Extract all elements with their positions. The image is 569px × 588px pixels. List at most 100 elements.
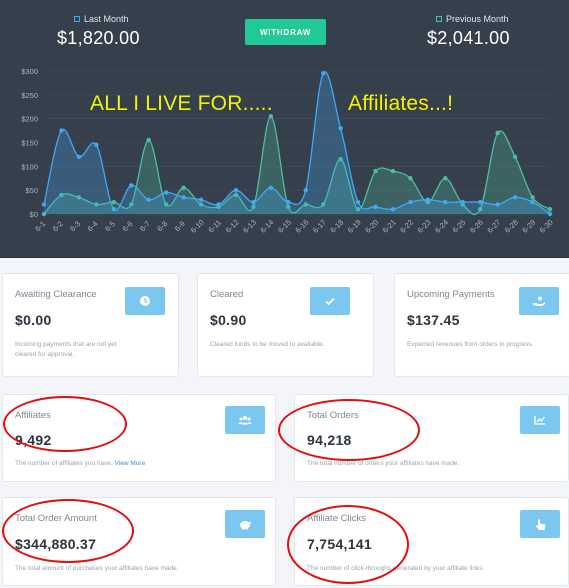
x-tick-label: 6-24	[433, 218, 450, 235]
x-tick-label: 6-17	[311, 218, 328, 235]
card-description: Cleared funds to be moved to available.	[210, 341, 325, 348]
data-point	[41, 211, 47, 217]
card-value: $0.00	[15, 312, 52, 328]
check-icon	[325, 297, 335, 306]
affiliate-clicks-card: Affiliate Clicks 7,754,141 The number of…	[294, 497, 569, 586]
data-point	[268, 185, 274, 190]
card-description: The total amount of purchases your affil…	[15, 565, 179, 572]
data-point	[512, 195, 518, 200]
piggy-bank-icon	[239, 520, 251, 530]
card-description: The number of click-throughs generated b…	[307, 565, 485, 572]
data-point	[478, 207, 483, 212]
x-tick-label: 6-9	[173, 219, 187, 233]
cleared-card: Cleared $0.90 Cleared funds to be moved …	[197, 273, 374, 377]
series-area	[44, 71, 550, 214]
card-description: The total number of orders your affiliat…	[307, 460, 460, 467]
total-order-amount-card: Total Order Amount $344,880.37 The total…	[2, 497, 276, 586]
x-tick-label: 6-8	[155, 219, 169, 233]
view-more-link[interactable]: View More	[114, 460, 146, 467]
data-point	[303, 187, 308, 193]
clock-icon	[140, 296, 150, 306]
card-value: $137.45	[407, 312, 460, 328]
x-tick-label: 6-3	[68, 219, 82, 233]
data-point	[460, 199, 465, 205]
card-label: Affiliates	[15, 410, 51, 421]
pointer-icon-button[interactable]	[520, 510, 560, 538]
data-point	[181, 195, 186, 200]
card-label: Upcoming Payments	[407, 289, 495, 300]
data-point	[320, 71, 326, 76]
data-point	[163, 202, 169, 207]
data-point	[129, 202, 134, 207]
previous-month-label: Previous Month	[446, 14, 509, 24]
awaiting-clearance-card: Awaiting Clearance $0.00 Incoming paymen…	[2, 273, 179, 377]
users-icon	[238, 416, 252, 425]
hand-coin-icon	[533, 296, 545, 306]
data-point	[547, 211, 553, 217]
data-point	[425, 197, 431, 202]
x-tick-label: 6-27	[485, 218, 502, 235]
x-tick-label: 6-22	[398, 218, 415, 235]
last-month-label: Last Month	[84, 14, 129, 24]
data-point	[408, 199, 413, 205]
x-tick-label: 6-1	[33, 219, 47, 233]
x-tick-label: 6-28	[503, 218, 520, 235]
x-tick-label: 6-29	[520, 218, 537, 235]
y-tick-label: $100	[21, 162, 38, 171]
x-tick-label: 6-14	[259, 218, 276, 235]
data-point	[495, 130, 500, 136]
users-icon-button[interactable]	[225, 406, 265, 434]
x-tick-label: 6-10	[189, 218, 206, 235]
card-description: The number of affiliates you have. View …	[15, 459, 255, 469]
chart-icon-button[interactable]	[520, 406, 560, 434]
x-tick-label: 6-2	[51, 219, 65, 233]
legend-previous-month: Previous Month	[436, 14, 509, 24]
data-point	[303, 202, 308, 207]
data-point	[443, 199, 448, 205]
x-tick-label: 6-18	[328, 218, 345, 235]
hand-coin-icon-button[interactable]	[519, 287, 559, 315]
data-point	[111, 199, 116, 205]
series-area	[44, 116, 550, 215]
legend-square-icon	[436, 16, 442, 22]
data-point	[76, 195, 82, 200]
x-tick-label: 6-16	[293, 218, 310, 235]
data-point	[251, 199, 256, 205]
chart-icon	[534, 416, 546, 425]
data-point	[390, 207, 396, 212]
data-point	[286, 199, 291, 205]
data-point	[530, 199, 535, 205]
earnings-panel: Last Month $1,820.00 WITHDRAW Previous M…	[0, 0, 569, 258]
data-point	[111, 207, 116, 212]
x-tick-label: 6-12	[224, 218, 241, 235]
data-point	[530, 195, 535, 200]
card-label: Total Order Amount	[15, 513, 97, 524]
card-description: Incoming payments that are not yet clear…	[15, 341, 117, 358]
data-point	[181, 185, 186, 190]
data-point	[268, 114, 274, 119]
y-tick-label: $300	[21, 67, 38, 76]
clock-icon-button[interactable]	[125, 287, 165, 315]
data-point	[251, 204, 256, 210]
legend-last-month: Last Month	[74, 14, 129, 24]
upcoming-payments-card: Upcoming Payments $137.45 Expected reven…	[394, 273, 569, 377]
piggy-bank-icon-button[interactable]	[225, 510, 265, 538]
data-point	[478, 199, 483, 205]
overlay-caption-left: ALL I LIVE FOR.....	[90, 92, 273, 115]
data-point	[390, 168, 396, 174]
withdraw-button[interactable]: WITHDRAW	[245, 19, 326, 45]
data-point	[495, 202, 500, 207]
check-icon-button[interactable]	[310, 287, 350, 315]
pointer-icon	[535, 519, 545, 530]
data-point	[547, 207, 553, 212]
x-tick-label: 6-19	[346, 218, 363, 235]
x-tick-label: 6-5	[103, 219, 117, 233]
data-point	[355, 199, 361, 205]
card-description-text: The number of affiliates you have.	[15, 460, 113, 467]
data-point	[41, 202, 47, 207]
y-tick-label: $200	[21, 115, 38, 124]
data-point	[198, 197, 204, 202]
data-point	[76, 154, 82, 159]
data-point	[338, 156, 343, 162]
card-label: Awaiting Clearance	[15, 289, 97, 300]
